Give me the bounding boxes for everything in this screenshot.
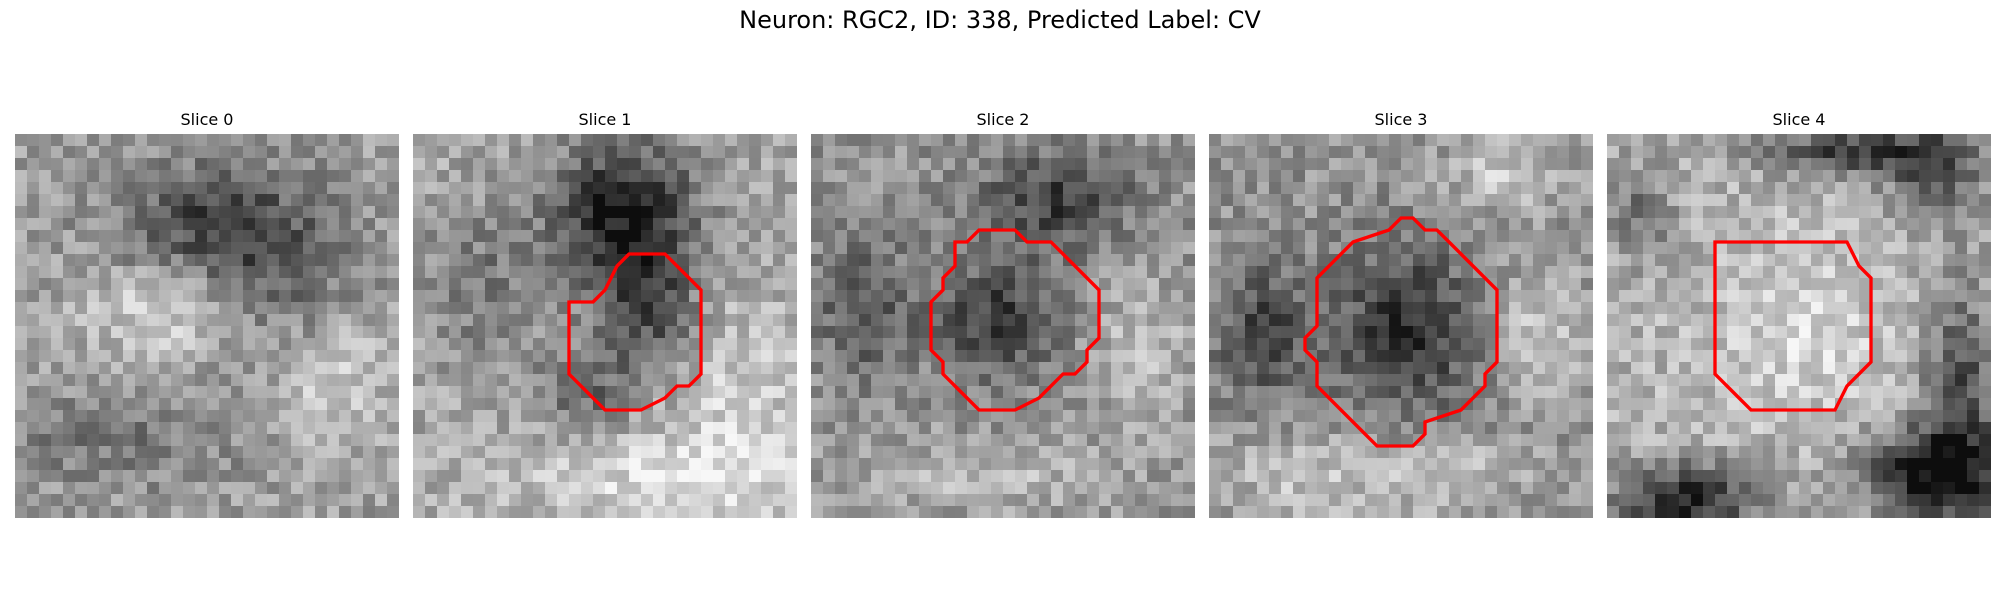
slice-title-4: Slice 4	[1772, 110, 1826, 129]
cell-contour-3	[1303, 216, 1499, 448]
slice-title-0: Slice 0	[180, 110, 234, 129]
cell-contour-1	[567, 252, 703, 412]
slice-image-3	[1209, 134, 1593, 518]
slice-image-4	[1607, 134, 1991, 518]
cell-contour-2	[929, 228, 1101, 412]
slice-title-2: Slice 2	[976, 110, 1030, 129]
slice-image-1	[413, 134, 797, 518]
slice-title-1: Slice 1	[578, 110, 632, 129]
slice-image-0	[15, 134, 399, 518]
slice-image-2	[811, 134, 1195, 518]
figure-title: Neuron: RGC2, ID: 338, Predicted Label: …	[739, 6, 1261, 34]
slice-title-3: Slice 3	[1374, 110, 1428, 129]
cell-contour-4	[1713, 240, 1873, 412]
